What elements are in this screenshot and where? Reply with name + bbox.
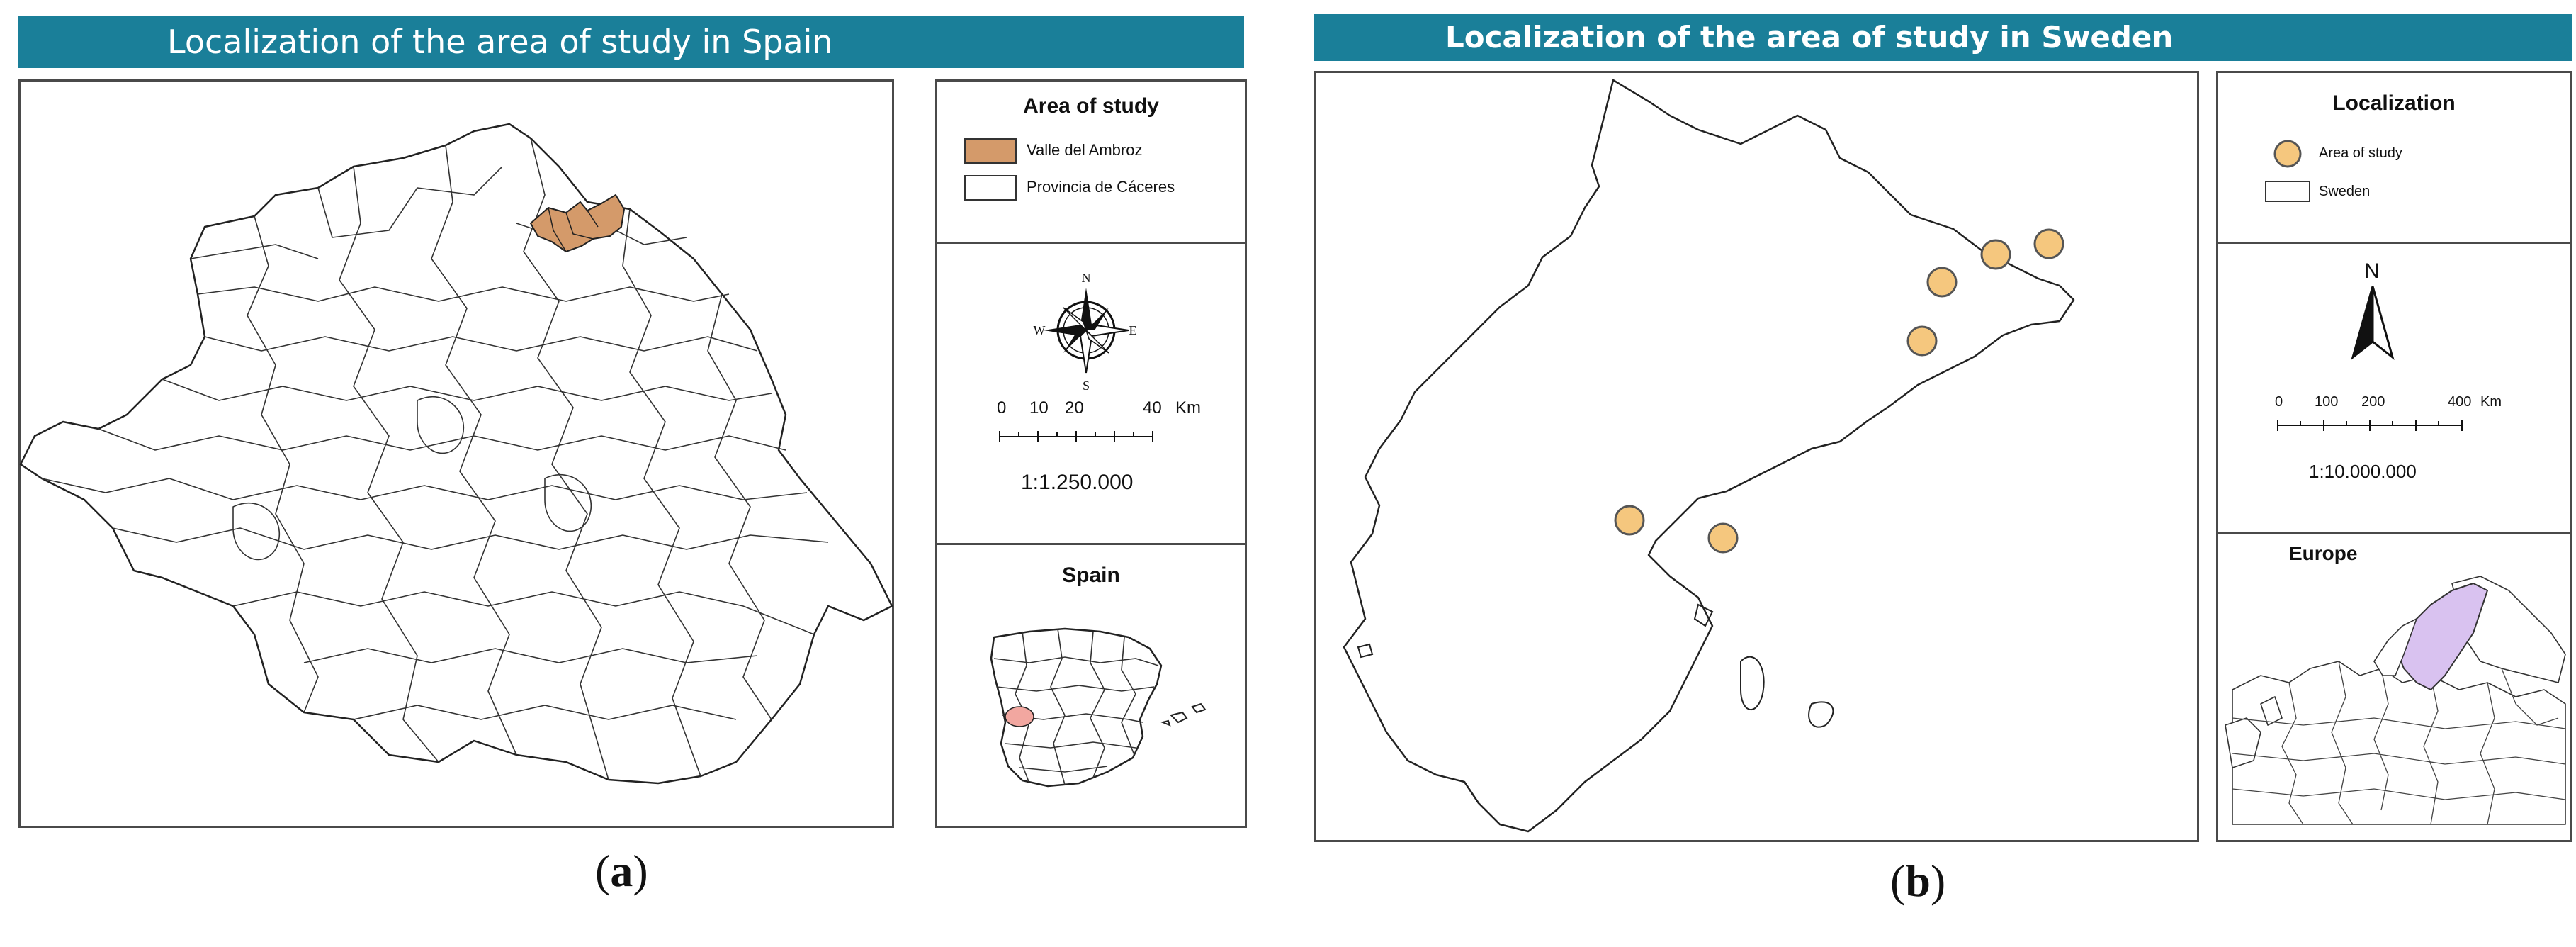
panel-a-inset-box: Spain: [935, 543, 1247, 828]
spain-inset-map: [990, 627, 1207, 788]
legend-symbol-study-point: [2273, 140, 2302, 168]
scale-tick-label-200: 200: [2361, 394, 2385, 410]
study-point-5: [1614, 505, 1645, 536]
scale-tick-label-10: 10: [1029, 398, 1049, 418]
panel-a-caption: (a): [595, 846, 648, 896]
inset-title: Spain: [1062, 564, 1120, 587]
legend-title: Localization: [2332, 91, 2456, 115]
panel-a-map-frame: [18, 79, 894, 828]
legend-label-valle-del-ambroz: Valle del Ambroz: [1027, 141, 1143, 159]
inset-title: Europe: [2289, 542, 2358, 564]
study-area-points: [1614, 228, 2064, 554]
valle-del-ambroz-area: [529, 194, 626, 253]
scale-unit: Km: [2480, 394, 2502, 410]
europe-inset-map: [2225, 576, 2566, 825]
scale-bar: [2277, 420, 2463, 431]
svg-text:E: E: [1129, 323, 1137, 337]
panel-b-map-frame: [1314, 71, 2199, 842]
legend-swatch-sweden: [2265, 181, 2310, 202]
scale-tick-label-100: 100: [2315, 394, 2339, 410]
scale-tick-label-20: 20: [1065, 398, 1084, 418]
legend-label-sweden: Sweden: [2319, 184, 2371, 199]
scale-tick-label-400: 400: [2448, 394, 2472, 410]
scale-tick-label-0: 0: [2275, 394, 2283, 410]
study-point-6: [1707, 522, 1739, 554]
panel-b-scale-box: N 0 100 200 400 Km 1:10.000.000: [2216, 242, 2572, 534]
scale-ratio: 1:10.000.000: [2309, 461, 2417, 482]
scale-tick-label-0: 0: [997, 398, 1007, 418]
scale-unit: Km: [1175, 398, 1201, 418]
north-arrow-icon: [2351, 286, 2395, 361]
panel-a-scale-box: N S E W 0 10 20 40 Km 1:1.250.000: [935, 242, 1247, 545]
north-arrow-label: N: [2364, 259, 2380, 283]
panel-b-legend-box: Localization Area of study Sweden: [2216, 71, 2572, 244]
caceres-province-map: [19, 123, 893, 785]
panel-b-banner-title: Localization of the area of study in Swe…: [1314, 14, 2572, 61]
panel-a-banner-title: Localization of the area of study in Spa…: [18, 16, 1244, 68]
legend-label-provincia-de-caceres: Provincia de Cáceres: [1027, 178, 1175, 196]
scale-bar: [999, 431, 1153, 442]
inset-highlight-sweden: [2395, 583, 2488, 690]
legend-swatch-valle-del-ambroz: [964, 138, 1017, 164]
study-point-4: [1906, 325, 1938, 357]
study-point-1: [1926, 267, 1958, 298]
legend-title: Area of study: [1023, 94, 1159, 118]
panel-b-inset-box: Europe: [2216, 532, 2572, 842]
inset-highlight-caceres: [1005, 706, 1034, 727]
panel-b-caption: (b): [1890, 856, 1946, 906]
svg-text:N: N: [1082, 271, 1091, 285]
svg-text:S: S: [1083, 379, 1090, 393]
study-point-3: [2033, 228, 2064, 259]
legend-label-area-of-study: Area of study: [2319, 145, 2402, 161]
legend-swatch-provincia-de-caceres: [964, 175, 1017, 201]
svg-text:W: W: [1034, 323, 1046, 337]
sweden-map: [1343, 79, 2075, 833]
scale-tick-label-40: 40: [1143, 398, 1162, 418]
panel-a-legend-box: Area of study Valle del Ambroz Provincia…: [935, 79, 1247, 244]
study-point-2: [1980, 239, 2011, 270]
scale-ratio: 1:1.250.000: [1021, 471, 1134, 494]
compass-rose-icon: N S E W: [1034, 271, 1137, 393]
